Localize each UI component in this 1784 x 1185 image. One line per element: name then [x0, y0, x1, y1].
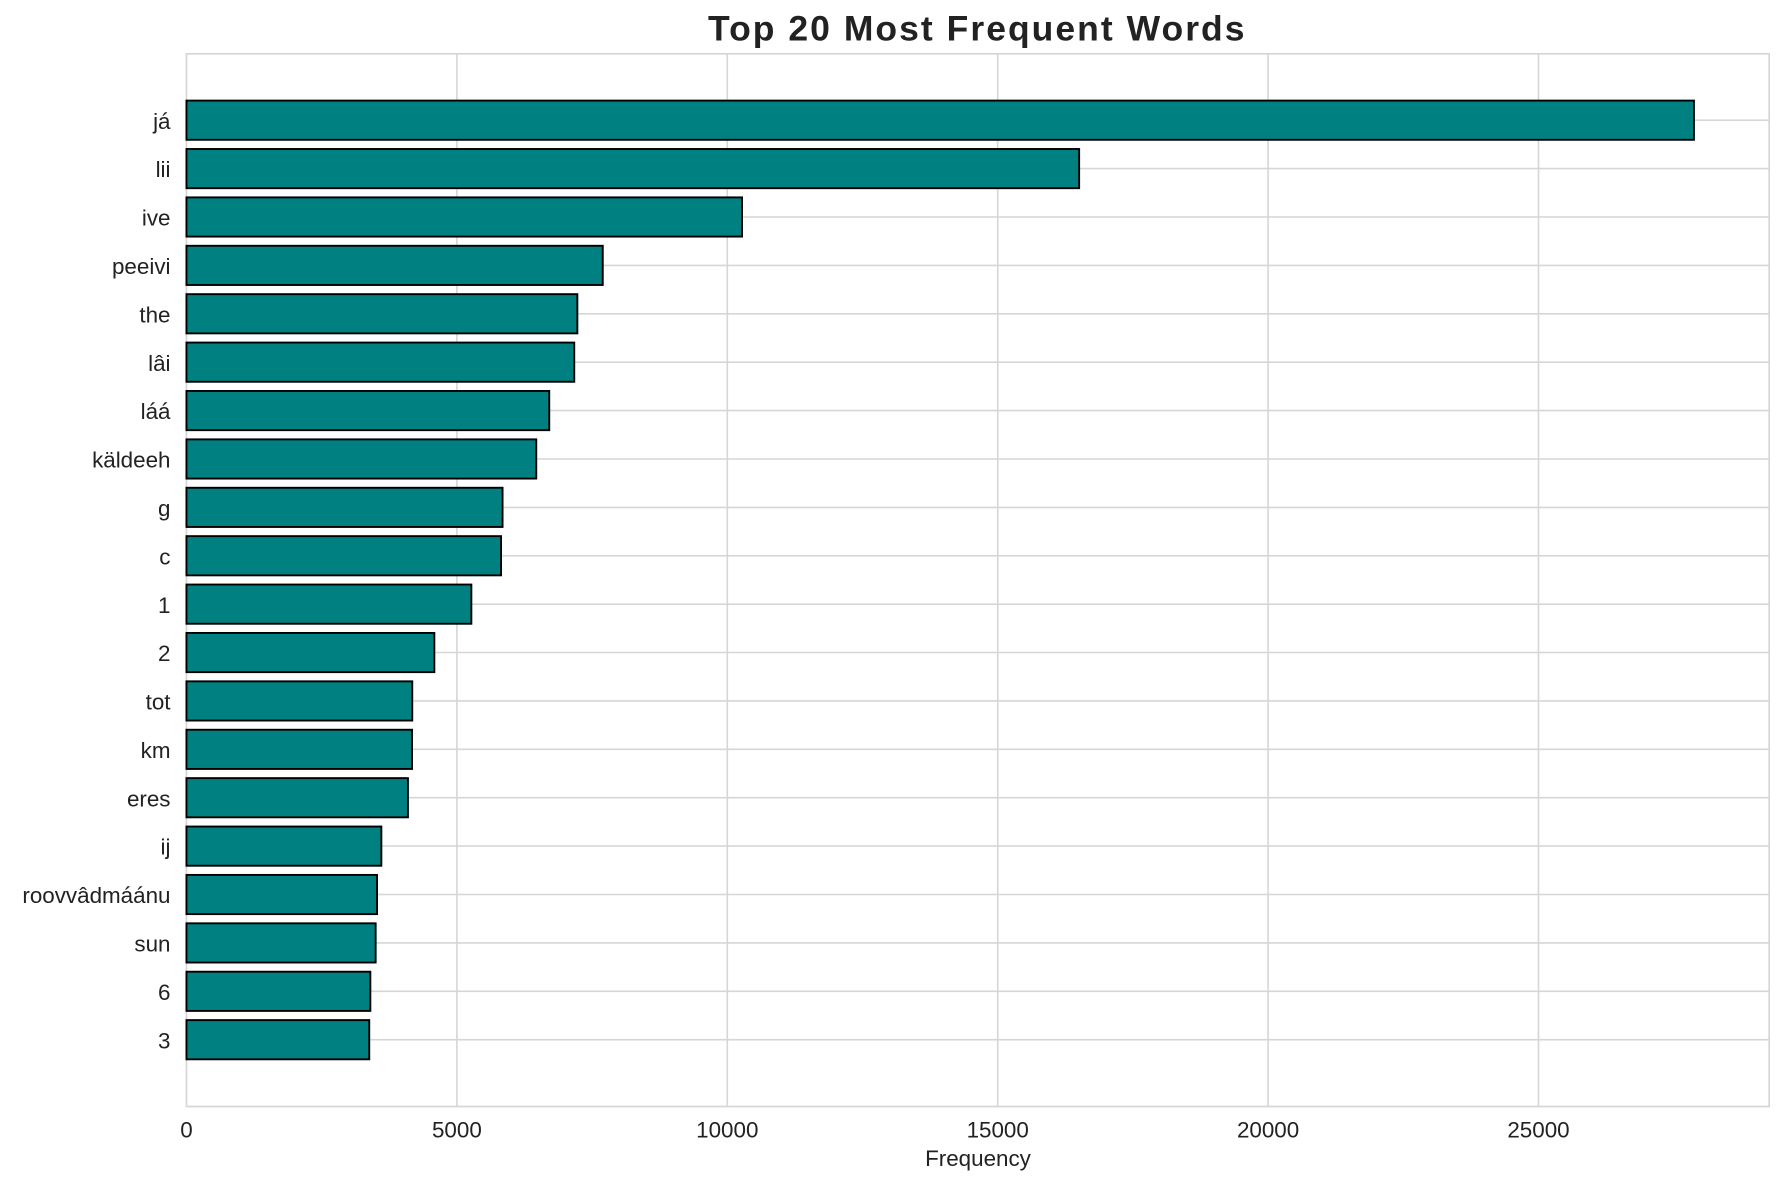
svg-text:peeivi: peeivi [112, 254, 171, 279]
svg-text:25000: 25000 [1507, 1118, 1569, 1143]
svg-text:20000: 20000 [1237, 1118, 1299, 1143]
svg-text:käldeeh: käldeeh [92, 448, 170, 473]
svg-text:15000: 15000 [967, 1118, 1029, 1143]
svg-text:0: 0 [180, 1118, 192, 1143]
svg-text:já: já [152, 109, 171, 134]
svg-text:5000: 5000 [432, 1118, 482, 1143]
svg-text:roovvâdmáánu: roovvâdmáánu [22, 883, 170, 908]
svg-text:Frequency: Frequency [925, 1146, 1032, 1171]
svg-text:lii: lii [156, 157, 171, 182]
svg-text:láá: láá [141, 399, 171, 424]
svg-text:sun: sun [134, 932, 170, 957]
svg-text:10000: 10000 [696, 1118, 758, 1143]
svg-text:6: 6 [158, 980, 170, 1005]
svg-text:ive: ive [142, 206, 171, 231]
svg-text:Top 20 Most Frequent Words: Top 20 Most Frequent Words [708, 8, 1245, 48]
svg-text:km: km [141, 738, 171, 763]
svg-text:lâi: lâi [148, 351, 170, 376]
svg-text:3: 3 [158, 1028, 170, 1053]
svg-text:g: g [158, 496, 170, 521]
svg-text:eres: eres [127, 786, 171, 811]
svg-text:2: 2 [158, 641, 170, 666]
svg-text:1: 1 [158, 593, 170, 618]
svg-text:ij: ij [161, 835, 171, 860]
svg-text:tot: tot [146, 690, 172, 715]
svg-text:c: c [159, 544, 170, 569]
svg-text:the: the [139, 302, 170, 327]
